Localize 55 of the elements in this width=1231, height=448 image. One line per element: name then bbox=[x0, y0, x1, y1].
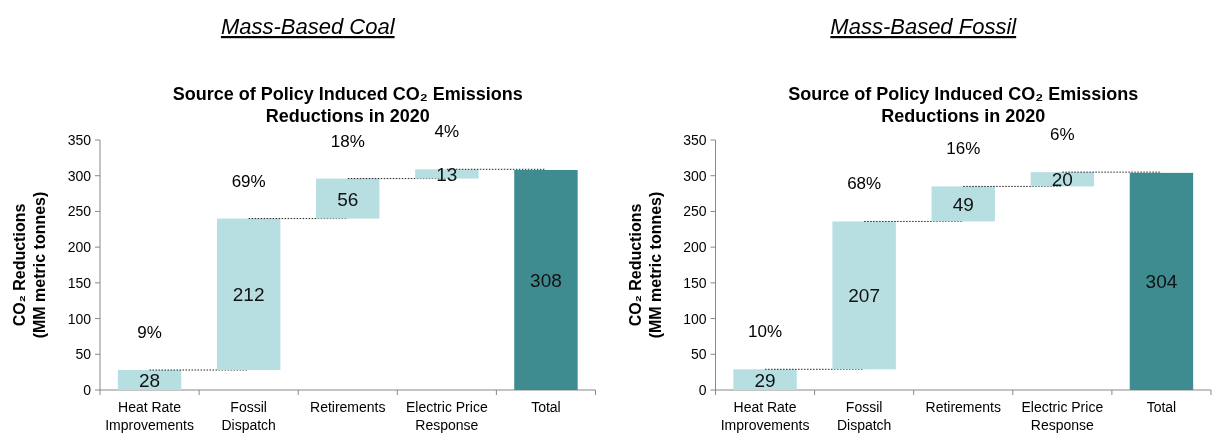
x-tick-label: Retirements bbox=[310, 399, 386, 415]
annotation: 18% bbox=[330, 131, 365, 151]
bar bbox=[1129, 172, 1194, 390]
x-tick-label: Total bbox=[1146, 399, 1177, 415]
y-axis-title: CO₂ Reductions (MM metric tonnes) bbox=[626, 191, 664, 339]
x-tick-label: Retirements bbox=[925, 399, 1001, 415]
data-label: 28 bbox=[138, 370, 161, 391]
y-tick-label: 150 bbox=[683, 274, 707, 291]
chart-subtitle: Source of Policy Induced CO₂ Emissions Reductions in 2020 bbox=[788, 84, 1139, 126]
annotation: 9% bbox=[137, 323, 162, 342]
y-tick-label: 250 bbox=[683, 203, 707, 220]
bar bbox=[832, 221, 896, 370]
x-tick-label: Electric Price Response bbox=[1021, 399, 1104, 433]
data-label: 304 bbox=[1145, 271, 1178, 293]
data-label: 20 bbox=[1051, 169, 1073, 191]
y-tick-label: 300 bbox=[683, 167, 707, 184]
bar bbox=[316, 178, 380, 219]
x-tick-label: Heat Rate Improvements bbox=[720, 399, 810, 433]
y-tick-label: 100 bbox=[67, 310, 92, 327]
x-tick-label: Total bbox=[531, 399, 561, 415]
y-axis-title: CO₂ Reductions (MM metric tonnes) bbox=[11, 191, 48, 339]
annotation: 16% bbox=[946, 139, 981, 159]
bar bbox=[514, 170, 578, 390]
x-tick-label: Fossil Dispatch bbox=[836, 399, 892, 433]
y-tick-label: 150 bbox=[67, 274, 92, 291]
y-tick-label: 200 bbox=[683, 239, 707, 256]
y-tick-label: 250 bbox=[67, 203, 92, 220]
chart-title: Mass-Based Fossil bbox=[830, 14, 1018, 39]
data-label: 29 bbox=[754, 369, 776, 391]
chart-title: Mass-Based Coal bbox=[220, 14, 396, 39]
x-tick-label: Heat Rate Improvements bbox=[105, 399, 194, 433]
data-label: 207 bbox=[848, 285, 880, 307]
bar bbox=[931, 186, 995, 222]
annotation: 69% bbox=[231, 171, 266, 191]
x-tick-label: Fossil Dispatch bbox=[221, 399, 276, 433]
annotation: 68% bbox=[847, 174, 882, 194]
bar bbox=[415, 169, 479, 179]
y-tick-label: 350 bbox=[683, 132, 707, 148]
y-tick-label: 50 bbox=[690, 346, 707, 363]
annotation: 6% bbox=[1050, 125, 1075, 145]
y-tick-label: 100 bbox=[683, 310, 707, 327]
y-tick-label: 50 bbox=[75, 346, 92, 363]
y-tick-label: 0 bbox=[698, 382, 707, 398]
y-tick-label: 200 bbox=[67, 239, 92, 256]
data-label: 49 bbox=[952, 193, 974, 215]
y-tick-label: 0 bbox=[83, 382, 92, 398]
data-label: 56 bbox=[337, 188, 359, 210]
data-label: 308 bbox=[530, 270, 562, 291]
data-label: 13 bbox=[436, 163, 458, 185]
x-tick-label: Electric Price Response bbox=[406, 399, 488, 433]
data-label: 212 bbox=[232, 284, 265, 306]
bar bbox=[216, 218, 281, 370]
annotation: 10% bbox=[748, 322, 783, 342]
y-tick-label: 300 bbox=[67, 167, 92, 184]
y-tick-label: 350 bbox=[67, 132, 92, 148]
